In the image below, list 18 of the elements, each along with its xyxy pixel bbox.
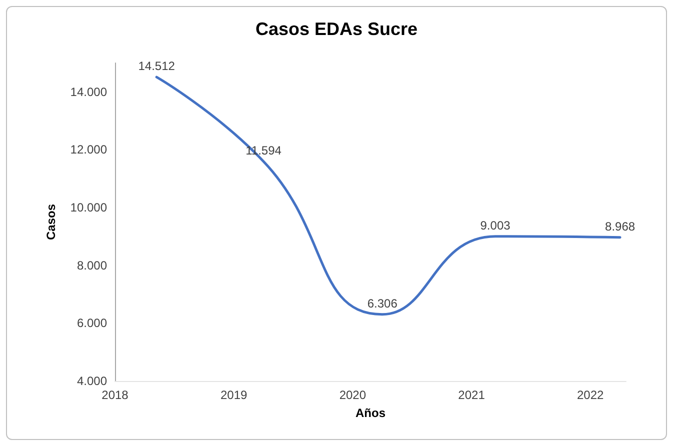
y-tick-label: 10.000: [70, 200, 108, 215]
y-axis-title: Casos: [44, 204, 58, 240]
data-label: 9.003: [480, 218, 511, 232]
y-tick-label: 8.000: [76, 258, 108, 272]
x-axis-title: Años: [356, 406, 386, 420]
x-tick-label: 2021: [458, 388, 486, 402]
y-tick-label: 14.000: [70, 84, 108, 99]
y-tick-label: 12.000: [70, 142, 108, 157]
chart-title: Casos EDAs Sucre: [255, 19, 418, 39]
x-tick-label: 2018: [102, 388, 129, 402]
x-tick-label: 2019: [220, 388, 248, 402]
data-label: 8.968: [605, 219, 636, 234]
y-tick-label: 6.000: [76, 316, 108, 330]
x-tick-label: 2020: [339, 388, 366, 402]
y-tick-label: 4.000: [76, 374, 108, 388]
x-tick-label: 2022: [576, 388, 604, 402]
data-label: 6.306: [367, 296, 398, 310]
data-label: 14.512: [138, 59, 176, 74]
